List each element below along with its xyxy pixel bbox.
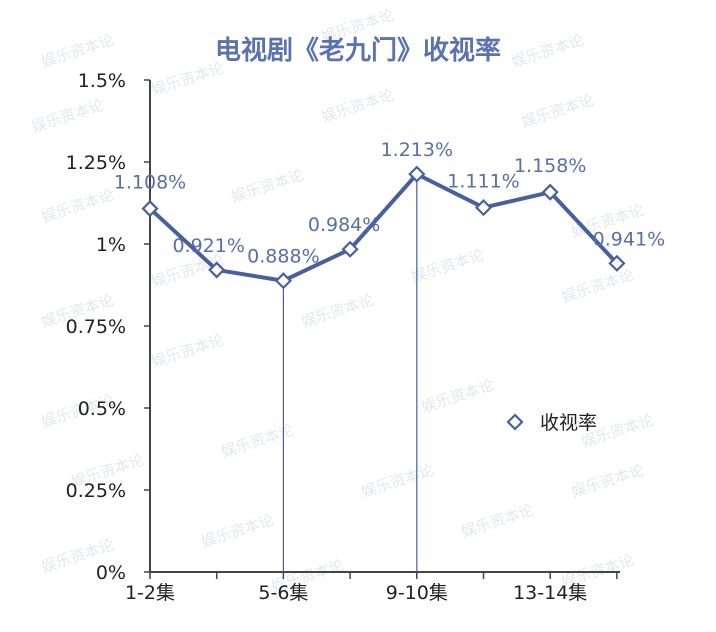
legend-marker <box>506 413 524 431</box>
x-tick-label: 1-2集 <box>125 582 175 604</box>
chart-title: 电视剧《老九门》收视率 <box>214 36 501 66</box>
y-tick-label: 1.25% <box>66 152 126 174</box>
y-tick-label: 0.5% <box>78 398 126 420</box>
data-point-marker <box>141 200 159 218</box>
data-point-marker <box>474 199 493 217</box>
data-label: 0.921% <box>172 235 244 257</box>
data-label: 1.158% <box>514 155 586 177</box>
x-tick-label: 9-10集 <box>386 582 448 604</box>
data-label: 0.941% <box>593 228 665 250</box>
y-tick-label: 1% <box>96 234 126 256</box>
data-point-marker <box>541 183 559 201</box>
data-label: 1.111% <box>447 171 519 193</box>
x-tick-label: 5-6集 <box>258 582 308 604</box>
y-tick-label: 0.75% <box>66 316 126 338</box>
data-point-marker <box>341 240 359 258</box>
x-tick-label: 13-14集 <box>513 582 587 604</box>
y-tick-label: 0.25% <box>66 480 126 502</box>
data-point-marker <box>608 254 626 272</box>
data-label: 1.108% <box>114 172 186 194</box>
data-point-marker <box>408 165 426 183</box>
y-tick-label: 1.5% <box>78 70 126 92</box>
data-point-marker <box>274 272 292 290</box>
data-point-marker <box>208 261 226 279</box>
data-label: 0.888% <box>247 246 319 268</box>
data-label: 1.213% <box>381 139 453 161</box>
legend-label: 收视率 <box>540 412 597 434</box>
series-line <box>148 172 619 283</box>
data-label: 0.984% <box>308 214 380 236</box>
y-tick-label: 0% <box>96 562 126 584</box>
